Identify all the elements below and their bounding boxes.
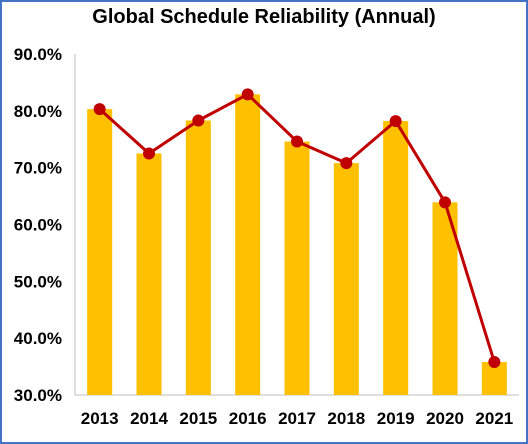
- x-tick-label: 2020: [426, 409, 464, 428]
- bar-series: [87, 94, 507, 396]
- marker-2019: [389, 115, 402, 128]
- y-tick-label: 80.0%: [14, 102, 62, 121]
- marker-2015: [192, 114, 205, 127]
- marker-2013: [93, 103, 106, 116]
- marker-2020: [439, 196, 451, 209]
- x-tick-label: 2018: [327, 409, 365, 428]
- line-markers: [93, 88, 501, 369]
- marker-2014: [143, 147, 155, 160]
- y-tick-label: 90.0%: [14, 45, 62, 64]
- marker-2016: [241, 88, 254, 101]
- y-tick-label: 50.0%: [14, 272, 62, 291]
- y-tick-label: 40.0%: [14, 329, 62, 348]
- bar-2018: [333, 163, 359, 395]
- x-tick-label: 2021: [475, 409, 513, 428]
- marker-2018: [340, 157, 353, 170]
- y-tick-label: 30.0%: [14, 386, 62, 405]
- bar-2020: [432, 202, 458, 395]
- bar-2013: [87, 109, 113, 396]
- x-tick-label: 2014: [130, 409, 168, 428]
- bar-2019: [383, 121, 409, 396]
- x-tick-label: 2017: [278, 409, 316, 428]
- bar-2014: [136, 153, 162, 395]
- marker-2017: [291, 135, 303, 148]
- x-tick-label: 2019: [377, 409, 415, 428]
- bar-2015: [185, 120, 211, 396]
- x-tick-label: 2016: [229, 409, 267, 428]
- x-tick-label: 2013: [81, 409, 119, 428]
- y-tick-labels: 30.0% 40.0% 50.0% 60.0% 70.0% 80.0% 90.0%: [14, 45, 62, 405]
- x-tick-labels: 2013 2014 2015 2016 2017 2018 2019 2020 2021: [81, 409, 513, 428]
- bar-2016: [235, 94, 261, 395]
- bar-2017: [284, 141, 310, 395]
- y-tick-label: 70.0%: [14, 159, 62, 178]
- marker-2021: [488, 356, 501, 369]
- chart-title: Global Schedule Reliability (Annual): [92, 6, 436, 28]
- x-tick-label: 2015: [179, 409, 217, 428]
- y-tick-label: 60.0%: [14, 216, 62, 235]
